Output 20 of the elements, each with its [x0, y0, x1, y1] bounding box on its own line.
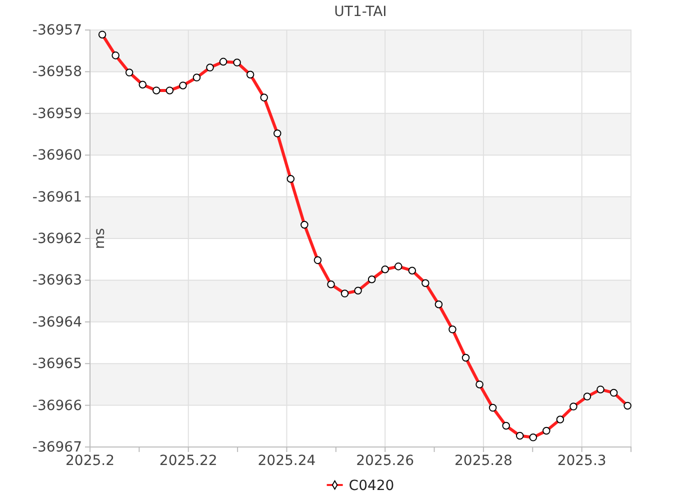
x-tick-label: 2025.28	[454, 452, 512, 469]
x-tick-label: 2025.24	[258, 452, 316, 469]
x-tick-label: 2025.22	[159, 452, 218, 469]
y-tick-label: -36963	[32, 272, 82, 289]
x-tick-label: 2025.26	[356, 452, 414, 469]
y-tick-label: -36966	[32, 398, 82, 414]
x-tick-label: 2025.2	[66, 452, 114, 469]
y-tick-label: -36967	[32, 439, 82, 456]
legend-label: C0420	[348, 478, 394, 494]
chart-title: UT1-TAI	[334, 4, 387, 20]
x-tick-label: 2025.3	[557, 452, 606, 469]
y-tick-label: -36957	[32, 22, 82, 38]
y-tick-label: -36962	[32, 230, 82, 247]
y-tick-label: -36964	[32, 314, 82, 330]
y-tick-label: -36965	[32, 356, 82, 372]
y-tick-label: -36960	[32, 148, 82, 164]
y-tick-label: -36958	[32, 64, 82, 80]
y-axis-title: ms	[92, 228, 108, 249]
y-tick-label: -36961	[32, 189, 82, 206]
y-tick-label: -36959	[32, 106, 82, 122]
